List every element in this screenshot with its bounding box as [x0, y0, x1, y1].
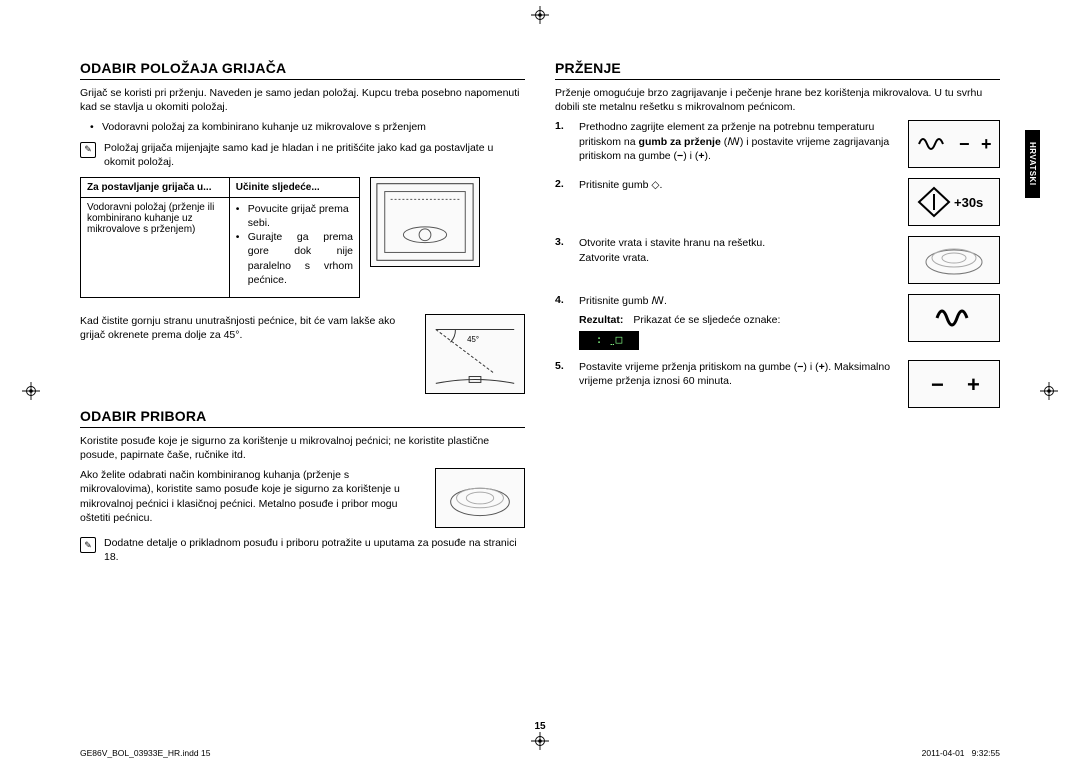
grill-icon: ꟿ — [651, 294, 664, 308]
heading-grill-position: ODABIR POLOŽAJA GRIJAČA — [80, 60, 525, 80]
note-accessories: ✎ Dodatne detalje o prikladnom posuđu i … — [80, 536, 525, 564]
step-text: Pritisnite gumb ◇. — [579, 178, 898, 192]
note-text: Položaj grijača mijenjajte samo kad je h… — [104, 141, 525, 169]
grill-icon: ꟿ — [727, 135, 740, 149]
page-content: ODABIR POLOŽAJA GRIJAČA Grijač se korist… — [0, 0, 1080, 613]
result-label: Rezultat: — [579, 313, 623, 327]
table-cell: Vodoravni položaj (prženje ili kombinira… — [81, 197, 230, 297]
heading-grilling: PRŽENJE — [555, 60, 1000, 80]
step-text: Prethodno zagrijte element za prženje na… — [579, 120, 898, 163]
rack-figure — [908, 236, 1000, 284]
svg-text:+: + — [981, 134, 992, 154]
clean-row: Kad čistite gornju stranu unutrašnjosti … — [80, 314, 525, 394]
footer-filename: GE86V_BOL_03933E_HR.indd 15 — [80, 748, 210, 758]
note-grill-position: ✎ Položaj grijača mijenjajte samo kad je… — [80, 141, 525, 169]
step-number: 3. — [555, 236, 569, 248]
step-row: 2. Pritisnite gumb ◇. +30s — [555, 178, 1000, 226]
angle-figure: 45° — [425, 314, 525, 394]
angle-label: 45° — [467, 335, 479, 344]
svg-text:−: − — [959, 134, 970, 154]
footer-timestamp: 2011-04-01 9:32:55 — [922, 748, 1000, 758]
step-text: Postavite vrijeme prženja pritiskom na g… — [579, 360, 898, 388]
button-panel-figure: −+ — [908, 120, 1000, 168]
microwave-interior-figure — [370, 177, 480, 267]
step-row: 5. Postavite vrijeme prženja pritiskom n… — [555, 360, 1000, 408]
step-number: 2. — [555, 178, 569, 190]
step-text: Pritisnite gumb ꟿ. Rezultat: Prikazat će… — [579, 294, 898, 349]
accessories-p1: Koristite posuđe koje je sigurno za kori… — [80, 434, 525, 462]
right-column: PRŽENJE Prženje omogućuje brzo zagrijava… — [555, 60, 1000, 573]
step-text: Otvorite vrata i stavite hranu na rešetk… — [579, 236, 898, 264]
page-number: 15 — [534, 721, 545, 732]
table-cell: Povucite grijač prema sebi. Gurajte ga p… — [229, 197, 359, 297]
list-item: Vodoravni položaj za kombinirano kuhanje… — [102, 120, 525, 134]
svg-text:+30s: +30s — [954, 195, 983, 210]
footer: GE86V_BOL_03933E_HR.indd 15 2011-04-01 9… — [80, 748, 1000, 758]
step-row: 1. Prethodno zagrijte element za prženje… — [555, 120, 1000, 168]
button-panel-figure: +30s — [908, 178, 1000, 226]
grilling-steps: 1. Prethodno zagrijte element za prženje… — [555, 120, 1000, 407]
accessories-p2: Ako želite odabrati način kombiniranog k… — [80, 468, 425, 525]
grilling-intro: Prženje omogućuje brzo zagrijavanje i pe… — [555, 86, 1000, 114]
table-with-figure: Za postavljanje grijača u... Učinite slj… — [80, 177, 525, 306]
left-column: ODABIR POLOŽAJA GRIJAČA Grijač se korist… — [80, 60, 525, 573]
button-panel-figure — [908, 294, 1000, 342]
grill-position-table: Za postavljanje grijača u... Učinite slj… — [80, 177, 360, 298]
heading-accessories: ODABIR PRIBORA — [80, 408, 525, 428]
table-header: Učinite sljedeće... — [229, 177, 359, 197]
lcd-display: : ̤̤ □ — [579, 331, 639, 350]
button-panel-figure: −+ — [908, 360, 1000, 408]
clean-text: Kad čistite gornju stranu unutrašnjosti … — [80, 314, 415, 342]
svg-text:−: − — [931, 372, 944, 397]
step-row: 3. Otvorite vrata i stavite hranu na reš… — [555, 236, 1000, 284]
dish-figure — [435, 468, 525, 528]
note-icon: ✎ — [80, 537, 96, 553]
accessories-row: Ako želite odabrati način kombiniranog k… — [80, 468, 525, 528]
result-text: Prikazat će se sljedeće oznake: — [633, 313, 780, 327]
list-item: Povucite grijač prema sebi. — [248, 202, 353, 230]
start-icon: ◇ — [651, 178, 659, 192]
step-number: 1. — [555, 120, 569, 132]
list-item: Gurajte ga prema gore dok nije paralelno… — [248, 230, 353, 287]
step-number: 5. — [555, 360, 569, 372]
note-text: Dodatne detalje o prikladnom posuđu i pr… — [104, 536, 525, 564]
grill-position-list: Vodoravni položaj za kombinirano kuhanje… — [80, 120, 525, 134]
step-row: 4. Pritisnite gumb ꟿ. Rezultat: Prikazat… — [555, 294, 1000, 349]
svg-text:+: + — [967, 372, 980, 397]
step-number: 4. — [555, 294, 569, 306]
table-header: Za postavljanje grijača u... — [81, 177, 230, 197]
note-icon: ✎ — [80, 142, 96, 158]
grill-position-intro: Grijač se koristi pri prženju. Naveden j… — [80, 86, 525, 114]
